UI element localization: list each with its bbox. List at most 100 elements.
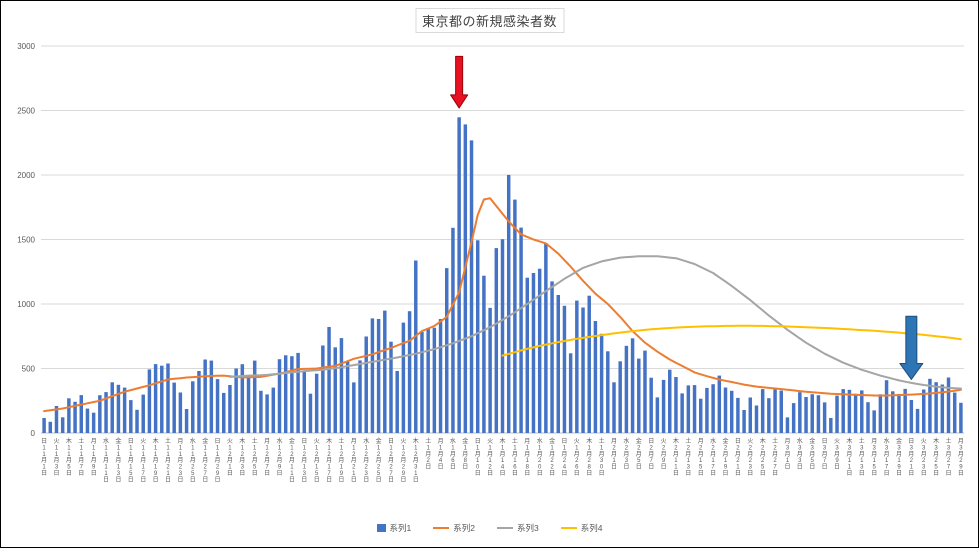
series1-bars — [42, 117, 963, 434]
legend-label-series4: 系列4 — [580, 523, 603, 533]
red-arrow — [450, 55, 469, 109]
series3-line-swatch-icon — [497, 527, 513, 529]
series2-line-swatch-icon — [433, 527, 450, 529]
legend-label-series1: 系列1 — [389, 523, 412, 533]
chart-title: 東京都の新規感染者数 — [414, 8, 565, 33]
series3-line — [228, 255, 962, 390]
legend-item-series2: 系列2 — [433, 522, 475, 534]
y-axis-labels: 0 500 1000 1500 2000 2500 3000 — [17, 42, 35, 438]
svg-text:500: 500 — [22, 364, 36, 373]
legend: 系列1 系列2 系列3 系列4 — [1, 522, 978, 534]
legend-label-series2: 系列2 — [453, 523, 475, 533]
x-axis-labels: 日 1 1 月 1 日火 1 1 月 3 日木 1 1 月 5 日土 1 1 月 7 日月 1 1 月 9 日水 1 1 月 1 1 日金 1 1… — [41, 437, 964, 483]
legend-item-series3: 系列3 — [497, 522, 539, 534]
legend-item-series4: 系列4 — [560, 522, 603, 534]
series2-line — [43, 197, 962, 413]
svg-text:0: 0 — [31, 429, 36, 438]
legend-item-series1: 系列1 — [376, 522, 412, 534]
legend-label-series3: 系列3 — [517, 523, 539, 533]
svg-text:2000: 2000 — [17, 171, 35, 180]
svg-text:2500: 2500 — [17, 106, 35, 115]
svg-text:3000: 3000 — [17, 42, 35, 51]
svg-text:1000: 1000 — [17, 300, 35, 309]
svg-text:1500: 1500 — [17, 235, 35, 244]
series1-bar-swatch-icon — [376, 524, 386, 532]
